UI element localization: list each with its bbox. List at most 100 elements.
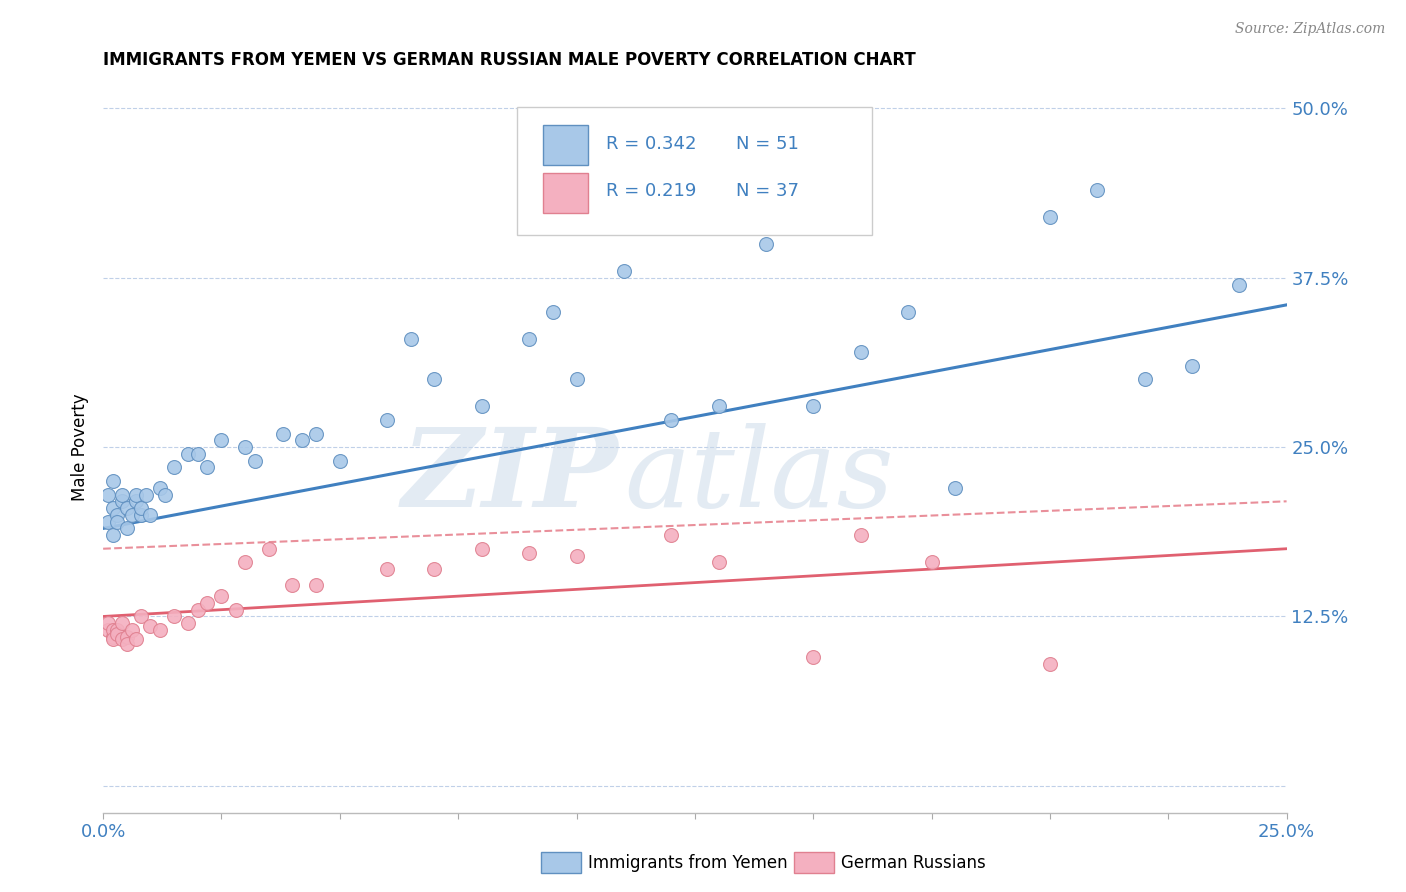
Point [97,616,120,631]
Point [921,555,943,569]
Point [305,578,328,592]
Point [211,589,233,603]
Point [707,555,730,569]
Point [271,426,294,441]
Point [129,609,152,624]
Point [115,501,138,516]
Point [121,508,143,522]
Point [211,434,233,448]
Point [565,549,588,563]
Point [163,609,186,624]
Point [1227,277,1250,292]
Point [613,264,636,278]
Point [849,528,872,542]
Point [177,616,200,631]
Point [111,494,134,508]
Point [659,413,682,427]
Point [105,623,128,637]
Point [291,434,314,448]
Point [97,515,120,529]
Text: R = 0.342: R = 0.342 [606,135,696,153]
Point [187,447,209,461]
Point [471,400,494,414]
Text: N = 51: N = 51 [737,135,799,153]
Point [195,460,218,475]
Text: R = 0.219: R = 0.219 [606,182,696,200]
FancyBboxPatch shape [543,125,588,166]
Point [163,460,186,475]
Point [139,619,162,633]
Point [121,623,143,637]
Point [659,528,682,542]
Point [149,481,172,495]
Point [281,578,304,592]
Point [233,555,256,569]
Point [115,521,138,535]
Point [111,632,134,647]
Text: N = 37: N = 37 [737,182,799,200]
Point [1039,657,1062,671]
Text: Source: ZipAtlas.com: Source: ZipAtlas.com [1234,22,1385,37]
Point [115,636,138,650]
FancyBboxPatch shape [543,173,588,213]
Point [755,236,778,251]
Point [129,501,152,516]
Point [897,304,920,318]
Point [101,623,124,637]
Point [243,453,266,467]
Point [541,304,564,318]
Point [801,650,824,665]
Point [375,562,398,576]
Point [399,332,422,346]
Point [305,426,328,441]
Point [801,400,824,414]
Point [225,603,247,617]
Point [195,596,218,610]
Point [101,528,124,542]
Text: Immigrants from Yemen: Immigrants from Yemen [588,854,787,871]
Y-axis label: Male Poverty: Male Poverty [72,393,89,501]
Point [423,562,446,576]
Point [125,494,148,508]
Point [129,508,152,522]
Text: German Russians: German Russians [841,854,986,871]
Text: ZIP: ZIP [401,423,617,530]
Point [105,515,128,529]
Text: IMMIGRANTS FROM YEMEN VS GERMAN RUSSIAN MALE POVERTY CORRELATION CHART: IMMIGRANTS FROM YEMEN VS GERMAN RUSSIAN … [103,51,915,69]
FancyBboxPatch shape [517,107,872,235]
Point [101,501,124,516]
Point [375,413,398,427]
Point [135,487,157,501]
Point [111,487,134,501]
Point [517,332,540,346]
Point [329,453,352,467]
Point [1039,210,1062,224]
Point [115,630,138,644]
Point [471,541,494,556]
Point [1181,359,1204,373]
Point [101,632,124,647]
Point [97,487,120,501]
Point [1133,372,1156,386]
Point [153,487,176,501]
Point [943,481,966,495]
Point [423,372,446,386]
Point [233,440,256,454]
Text: atlas: atlas [624,423,893,530]
Point [707,400,730,414]
Point [257,541,280,556]
Point [139,508,162,522]
Point [187,603,209,617]
Point [125,632,148,647]
Point [105,508,128,522]
Point [517,546,540,560]
Point [849,345,872,359]
Point [105,627,128,641]
Point [101,474,124,488]
Point [149,623,172,637]
Point [101,630,124,644]
Point [177,447,200,461]
Point [111,616,134,631]
Point [1085,183,1108,197]
Point [565,372,588,386]
